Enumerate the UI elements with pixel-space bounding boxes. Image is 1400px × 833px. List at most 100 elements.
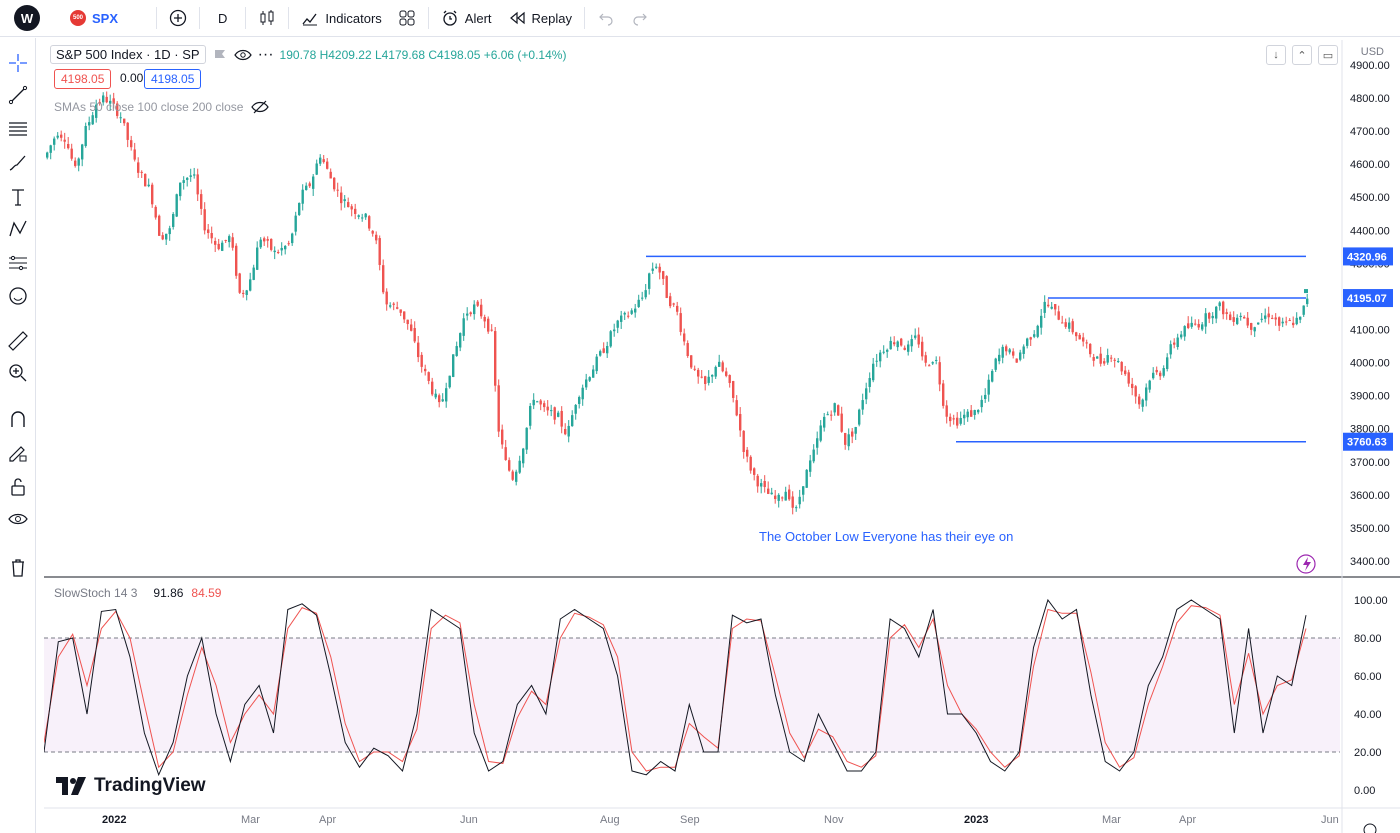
candle-body	[515, 471, 518, 482]
symbol-name: SPX	[92, 10, 119, 26]
interval-button[interactable]: D	[204, 0, 241, 36]
stoch-axis-tick: 80.00	[1354, 633, 1382, 645]
candle-body	[459, 333, 462, 348]
alert-button[interactable]: Alert	[433, 0, 500, 36]
candle-body	[277, 251, 280, 253]
compare-button[interactable]	[161, 0, 195, 36]
maximize-button[interactable]: ▭	[1318, 45, 1338, 65]
ask-price[interactable]: 4198.05	[144, 69, 202, 89]
trash-icon[interactable]	[5, 554, 31, 580]
candle-body	[735, 400, 738, 416]
logo[interactable]: W	[0, 0, 48, 36]
october-low-annotation[interactable]: The October Low Everyone has their eye o…	[759, 529, 1014, 544]
price-level-label[interactable]	[1343, 247, 1393, 266]
candle-body	[154, 206, 157, 218]
candle-body	[1071, 321, 1074, 333]
text-icon[interactable]	[5, 184, 31, 210]
candle-body	[833, 403, 836, 413]
candle-body	[1180, 334, 1183, 338]
candle-body	[1022, 346, 1025, 354]
lock-drawing-icon[interactable]	[5, 440, 31, 466]
candle-body	[431, 381, 434, 395]
candle-body	[837, 405, 840, 416]
candle-body	[473, 304, 476, 315]
candle-body	[525, 427, 528, 450]
candle-body	[1124, 370, 1127, 375]
collapse-button[interactable]: ⌃	[1292, 45, 1312, 65]
candle-body	[361, 217, 364, 219]
flag-icon[interactable]	[212, 48, 228, 62]
candle-body	[1120, 361, 1123, 372]
candle-body	[501, 429, 504, 445]
candle-body	[1278, 317, 1281, 326]
candle-body	[1288, 320, 1291, 322]
candle-body	[210, 233, 213, 239]
candle-body	[116, 103, 119, 116]
zoom-icon[interactable]	[5, 360, 31, 386]
candle-body	[613, 329, 616, 332]
chart-type-button[interactable]	[250, 0, 284, 36]
candle-body	[1064, 322, 1067, 327]
candle-body	[749, 456, 752, 471]
more-icon[interactable]: ···	[257, 45, 274, 63]
indicators-button[interactable]: Indicators	[293, 0, 389, 36]
replay-button[interactable]: Replay	[500, 0, 580, 36]
candle-body	[854, 427, 857, 434]
pattern-icon[interactable]	[5, 216, 31, 242]
magnet-icon[interactable]	[5, 406, 31, 432]
candle-body	[238, 273, 241, 293]
tradingview-logo[interactable]: TradingView	[56, 775, 206, 797]
scroll-down-button[interactable]: ↓	[1266, 45, 1286, 65]
chart-canvas[interactable]: 3400.00 3500.00 3600.00 3700.00 3800.00 3900.…	[44, 40, 1400, 833]
fib-icon[interactable]	[5, 116, 31, 142]
eye-icon[interactable]	[233, 48, 252, 62]
candle-body	[270, 238, 273, 250]
candle-body	[1145, 387, 1148, 401]
crosshair-icon[interactable]	[5, 50, 31, 76]
candle-body	[1131, 383, 1134, 389]
hidden-eye-icon[interactable]	[251, 100, 270, 114]
candle-body	[1099, 353, 1102, 364]
ruler-icon[interactable]	[5, 328, 31, 354]
candle-body	[84, 126, 87, 147]
candle-body	[147, 184, 150, 187]
undo-icon	[599, 13, 613, 26]
settings-gear-icon[interactable]	[1363, 823, 1377, 833]
redo-button[interactable]	[623, 0, 657, 36]
bid-price[interactable]: 4198.05	[54, 69, 112, 89]
candle-body	[1127, 372, 1130, 384]
eye-icon[interactable]	[5, 506, 31, 532]
candle-body	[546, 406, 549, 411]
candle-body	[287, 243, 290, 245]
brush-icon[interactable]	[5, 150, 31, 176]
candle-body	[700, 376, 703, 378]
currency-label[interactable]: USD	[1360, 46, 1384, 58]
price-axis-tick: 3700.00	[1350, 457, 1390, 469]
unlock-icon[interactable]	[5, 474, 31, 500]
sma-legend: SMAs 50 close 100 close 200 close	[54, 100, 270, 114]
chart-area[interactable]: 3400.00 3500.00 3600.00 3700.00 3800.00 3900.…	[44, 40, 1400, 833]
candle-body	[67, 143, 70, 149]
time-axis-tick: Jun	[1321, 814, 1339, 826]
forecast-icon[interactable]	[5, 250, 31, 276]
layouts-button[interactable]	[390, 0, 424, 36]
undo-button[interactable]	[589, 0, 623, 36]
candle-body	[434, 393, 437, 398]
candle-body	[648, 273, 651, 289]
candle-body	[1166, 357, 1169, 369]
price-level-label-text: 3760.63	[1347, 437, 1387, 449]
candle-body	[1012, 351, 1015, 356]
alarm-clock-icon	[443, 10, 457, 26]
candle-body	[1043, 301, 1046, 313]
price-level-label[interactable]	[1343, 432, 1393, 451]
drawing-toolbar	[0, 38, 36, 833]
candle-body	[368, 216, 371, 229]
series-title[interactable]: S&P 500 Index · 1D · SP	[50, 45, 206, 64]
candle-body	[889, 340, 892, 350]
trendline-icon[interactable]	[5, 82, 31, 108]
emoji-icon[interactable]	[5, 283, 31, 309]
candle-body	[333, 177, 336, 190]
candle-body	[823, 416, 826, 428]
price-level-label[interactable]	[1343, 289, 1393, 308]
symbol-search-button[interactable]: 500 SPX	[62, 0, 126, 36]
